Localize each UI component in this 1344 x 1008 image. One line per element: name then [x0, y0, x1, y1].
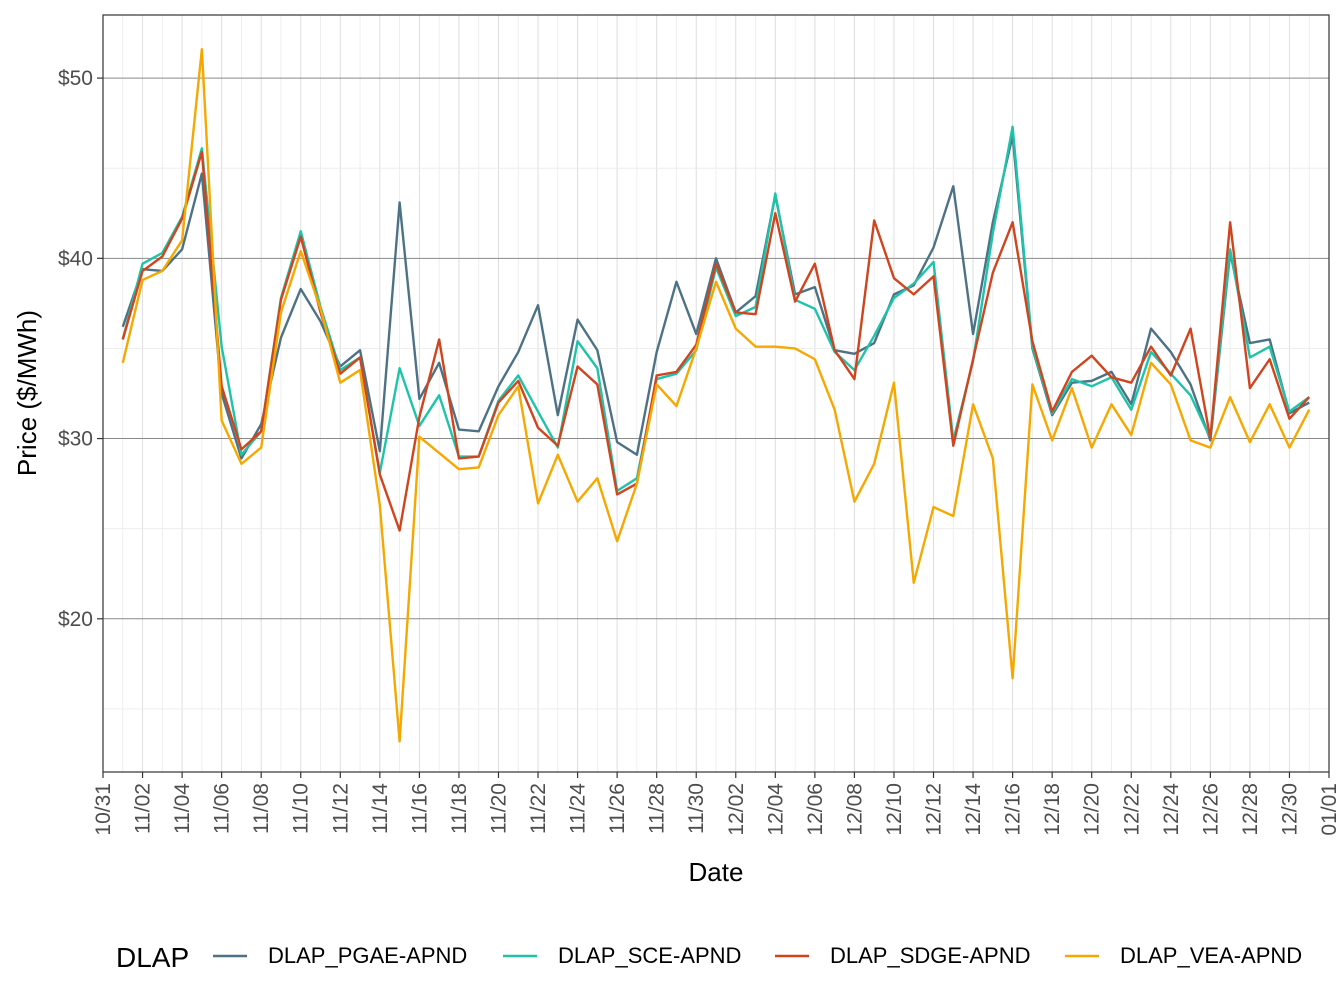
x-tick-label: 11/08 — [250, 783, 273, 834]
x-tick-label: 11/30 — [685, 783, 708, 834]
plot-panel-border — [102, 14, 1330, 773]
x-tick-label: 12/30 — [1278, 783, 1301, 836]
y-tick-label: $20 — [58, 608, 93, 631]
x-tick-label: 10/31 — [92, 783, 115, 836]
x-tick-label: 12/18 — [1041, 783, 1064, 836]
x-tick-label: 12/20 — [1081, 783, 1104, 836]
x-tick-label: 12/16 — [1002, 783, 1025, 836]
y-tick-label: $30 — [58, 428, 93, 451]
y-tick-label: $50 — [58, 67, 93, 90]
y-axis-title: Price ($/MWh) — [12, 310, 42, 476]
x-tick-label: 11/20 — [487, 783, 510, 834]
gridlines — [102, 15, 1330, 772]
x-tick-label: 11/28 — [646, 783, 669, 834]
x-tick-label: 11/22 — [527, 783, 550, 834]
x-tick-label: 11/10 — [290, 783, 313, 834]
legend-label-dlap_sce-apnd: DLAP_SCE-APND — [558, 943, 741, 968]
legend-label-dlap_pgae-apnd: DLAP_PGAE-APND — [268, 943, 467, 968]
x-axis-title: Date — [689, 857, 744, 887]
x-tick-label: 12/14 — [962, 783, 985, 836]
series-lines — [121, 48, 1311, 743]
legend-label-dlap_vea-apnd: DLAP_VEA-APND — [1120, 943, 1302, 968]
x-tick-label: 11/14 — [369, 783, 392, 834]
x-tick-label: 11/18 — [448, 783, 471, 834]
x-tick-label: 12/08 — [843, 783, 866, 836]
x-tick-label: 11/12 — [329, 783, 352, 834]
series-line-dlap_vea-apnd — [121, 48, 1311, 743]
x-tick-label: 11/16 — [408, 783, 431, 834]
y-tick-label: $40 — [58, 247, 93, 270]
x-axis: 10/31 11/02 11/04 11/06 11/08 11/10 11/12 11/14… — [92, 772, 1341, 836]
x-tick-label: 12/26 — [1199, 783, 1222, 836]
x-tick-label: 11/02 — [132, 783, 155, 834]
x-tick-label: 11/04 — [171, 783, 194, 834]
x-tick-label: 12/12 — [923, 783, 946, 836]
legend-label-dlap_sdge-apnd: DLAP_SDGE-APND — [830, 943, 1031, 968]
x-tick-label: 12/22 — [1120, 783, 1143, 836]
x-tick-label: 12/28 — [1239, 783, 1262, 836]
x-tick-label: 12/10 — [883, 783, 906, 836]
series-line-dlap_pgae-apnd — [121, 134, 1310, 460]
x-tick-label: 12/06 — [804, 783, 827, 836]
x-tick-label: 11/24 — [567, 783, 590, 834]
y-axis: $20 $30 $40 $50 — [58, 67, 103, 631]
x-tick-label: 12/24 — [1160, 783, 1183, 836]
x-tick-label: 11/26 — [606, 783, 629, 834]
legend-title: DLAP — [116, 942, 189, 973]
x-tick-label: 12/04 — [764, 783, 787, 836]
legend: DLAP DLAP_PGAE-APND DLAP_SCE-APND DLAP_SDG… — [116, 942, 1302, 973]
x-tick-label: 01/01 — [1318, 783, 1341, 836]
x-tick-label: 12/02 — [725, 783, 748, 836]
x-tick-label: 11/06 — [211, 783, 234, 834]
